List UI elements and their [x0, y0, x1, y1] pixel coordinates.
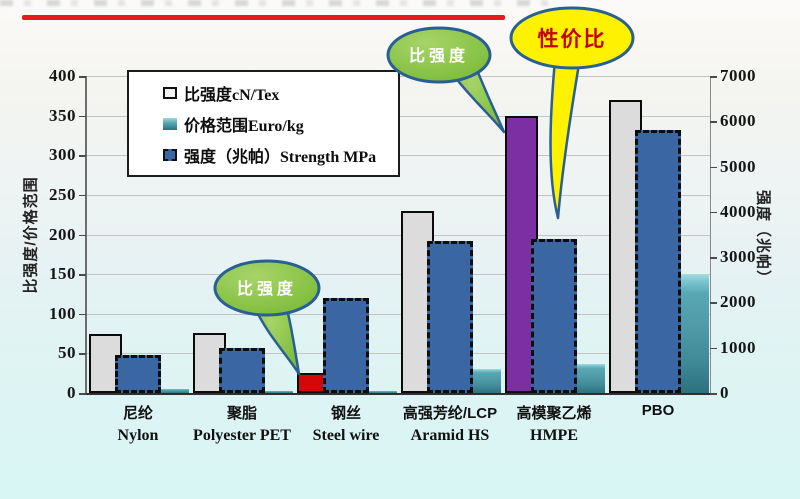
bar-series2-nylon [158, 389, 189, 393]
category-label-hmpe: 高模聚乙烯 HMPE [502, 402, 606, 445]
category-label-en: Steel wire [312, 427, 380, 444]
bar-series2-aramid-hs [470, 369, 501, 393]
left-axis-tick-label: 150 [49, 264, 76, 284]
callout-text: 性价比 [538, 27, 607, 51]
gridline [86, 313, 710, 315]
right-axis-tick-label: 6000 [720, 111, 756, 131]
category-label-pbo: PBO [606, 402, 710, 423]
left-axis-tick-label: 350 [49, 105, 76, 125]
gridline [86, 234, 710, 236]
right-axis-tick [710, 166, 717, 169]
callout-text: 比强度 [237, 279, 297, 298]
gridline [86, 353, 710, 355]
right-axis-tick [710, 393, 717, 395]
bar-series2-pbo [678, 274, 709, 393]
bar-series3-pbo [635, 130, 681, 393]
cropped-title-remnant [0, 0, 560, 6]
callout-specific-strength-hmpe-balloon: 比强度 [386, 26, 506, 134]
legend-item-price-range: 价格范围Euro/kg [163, 112, 398, 136]
left-axis-tick-label: 50 [58, 343, 76, 363]
right-axis-tick [710, 76, 717, 78]
x-axis-line [86, 393, 710, 395]
legend-swatch-strength-mpa-icon [163, 148, 177, 161]
right-axis-tick-label: 4000 [720, 201, 756, 221]
left-axis-tick [79, 155, 86, 157]
right-axis-tick-label: 1000 [720, 337, 756, 357]
bar-series2-polyester-pet [262, 390, 293, 393]
category-label-nylon: 尼纶 Nylon [86, 402, 190, 445]
legend-swatch-specific-strength-icon [163, 86, 177, 99]
left-axis-tick [79, 353, 86, 355]
bar-series3-aramid-hs [427, 241, 473, 393]
left-axis-tick-label: 400 [49, 66, 76, 85]
category-label-en: Aramid HS [410, 427, 490, 444]
left-axis-tick-label: 300 [49, 145, 76, 165]
left-axis-tick [79, 313, 86, 316]
category-label-zh: 尼纶 [122, 405, 153, 422]
legend-label: 强度（兆帕）Strength MPa [184, 148, 377, 166]
category-label-en: HMPE [530, 427, 578, 444]
category-label-en: Polyester PET [193, 427, 291, 444]
title-underline [22, 15, 505, 20]
left-axis-tick-label: 0 [67, 383, 76, 402]
right-axis-tick [710, 257, 717, 259]
right-axis-title: 强度（兆帕） [754, 189, 772, 287]
left-axis-tick [79, 115, 86, 118]
right-axis-tick-label: 7000 [720, 66, 756, 85]
bar-series3-polyester-pet [219, 347, 265, 393]
left-axis-tick [79, 76, 86, 78]
legend-item-strength-mpa: 强度（兆帕）Strength MPa [163, 143, 398, 167]
right-axis-tick-label: 0 [720, 383, 729, 402]
category-label-zh: PBO [641, 402, 675, 419]
bar-series2-steel-wire [366, 391, 397, 393]
category-label-en: Nylon [117, 427, 159, 444]
gridline [86, 274, 710, 276]
bar-series2-hmpe [574, 364, 605, 393]
left-axis-tick-label: 100 [49, 303, 76, 323]
left-axis-tick [79, 234, 86, 236]
right-axis-tick [710, 302, 717, 304]
gridline [86, 194, 710, 196]
left-axis-tick-label: 200 [49, 224, 76, 244]
callout-value-for-money-balloon: 性价比 [509, 6, 635, 220]
right-axis-line [710, 76, 711, 393]
legend-label: 比强度cN/Tex [184, 86, 280, 104]
category-label-zh: 钢丝 [330, 405, 361, 422]
right-axis-tick [710, 121, 717, 123]
category-label-zh: 聚脂 [226, 405, 257, 422]
bar-series3-nylon [115, 354, 161, 393]
legend-item-specific-strength: 比强度cN/Tex [163, 81, 398, 105]
legend-label: 价格范围Euro/kg [184, 117, 304, 135]
category-label-zh: 高模聚乙烯 [516, 405, 592, 422]
left-axis-tick [79, 393, 86, 395]
callout-specific-strength-steel-balloon: 比强度 [213, 259, 321, 376]
left-axis-title: 比强度/价格范围 [22, 176, 40, 294]
callout-text: 比强度 [409, 46, 469, 65]
bar-series3-steel-wire [323, 297, 369, 393]
legend-swatch-price-range-icon [163, 117, 177, 130]
left-axis-tick [79, 274, 86, 276]
category-label-zh: 高强芳纶/LCP [402, 405, 498, 422]
right-axis-tick-label: 2000 [720, 292, 756, 312]
left-axis-tick [79, 194, 86, 197]
right-axis-tick-label: 5000 [720, 156, 756, 176]
right-axis-tick [710, 211, 717, 214]
chart-legend: 比强度cN/Tex 价格范围Euro/kg 强度（兆帕）Strength MPa [127, 70, 400, 177]
category-label-polyester-pet: 聚脂 Polyester PET [190, 402, 294, 445]
bar-series3-hmpe [531, 239, 577, 393]
left-axis-tick-label: 250 [49, 184, 76, 204]
right-axis-tick-label: 3000 [720, 247, 756, 267]
category-label-steel-wire: 钢丝 Steel wire [294, 402, 398, 445]
right-axis-tick [710, 347, 717, 350]
category-label-aramid-hs: 高强芳纶/LCP Aramid HS [398, 402, 502, 445]
